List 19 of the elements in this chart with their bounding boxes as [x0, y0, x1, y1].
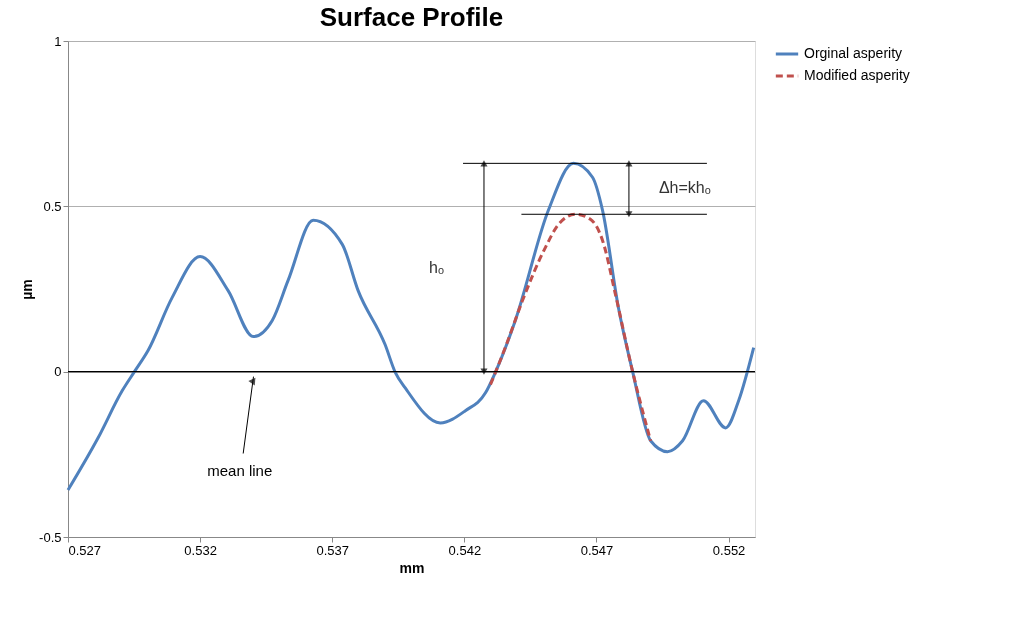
annotation: Δh=khₒ [658, 179, 711, 197]
ref-line-label: mean line [207, 462, 273, 480]
legend-label: Orginal asperity [804, 45, 903, 61]
line-series [489, 212, 653, 443]
y-axis-title: µm [19, 279, 36, 300]
legend-label: Modified asperity [804, 67, 910, 83]
y-tick-label: 0 [54, 364, 62, 380]
x-tick-label: 0.547 [580, 542, 614, 558]
x-tick-label: 0.527 [68, 542, 102, 558]
x-tick-label: 0.532 [184, 542, 217, 558]
y-tick-label: 1 [54, 33, 62, 49]
x-tick-label: 0.552 [712, 542, 746, 558]
y-tick-label: 0.5 [43, 198, 62, 214]
annotation: hₒ [429, 258, 444, 276]
x-tick-label: 0.537 [316, 542, 349, 558]
chart-title: Surface Profile [319, 2, 504, 32]
x-tick-label: 0.542 [448, 542, 482, 558]
x-axis-title: mm [399, 559, 425, 576]
y-tick-label: -0.5 [39, 529, 62, 545]
